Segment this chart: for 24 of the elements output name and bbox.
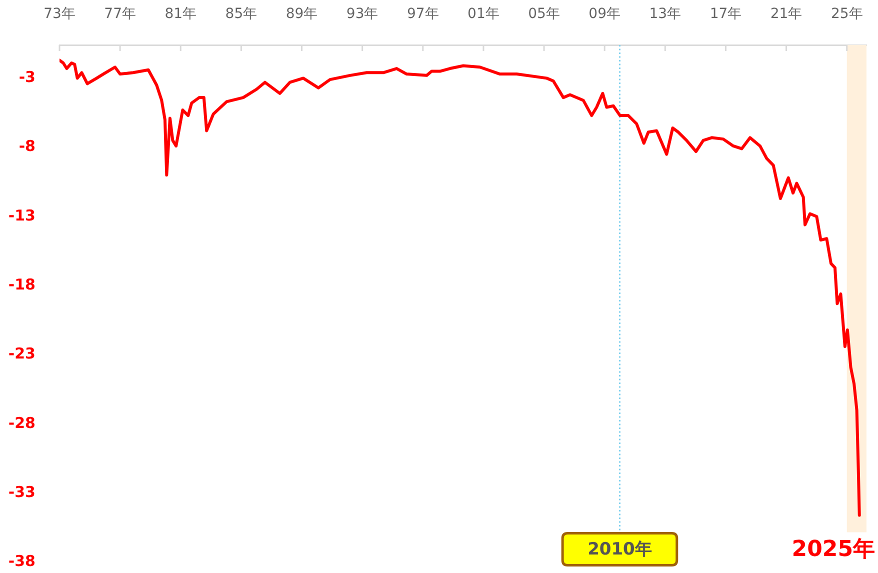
x-tick-label: 73年	[44, 6, 76, 22]
y-tick-label: -3	[18, 68, 36, 86]
x-tick-label: 89年	[286, 6, 318, 22]
x-tick-label: 01年	[468, 6, 500, 22]
x-tick-label: 25年	[830, 6, 863, 22]
x-tick-label: 93年	[346, 6, 378, 22]
x-tick-label: 05年	[528, 6, 560, 22]
y-tick-label: -8	[18, 137, 36, 156]
band-label: 2025年	[792, 537, 875, 562]
ref-line-label: 2010年	[588, 540, 652, 560]
y-tick-label: -33	[8, 483, 36, 502]
x-tick-label: 17年	[710, 6, 742, 22]
x-tick-label: 09年	[588, 6, 621, 22]
y-tick-label: -28	[8, 414, 36, 432]
y-tick-label: -13	[8, 206, 36, 224]
y-tick-label: -38	[8, 552, 36, 570]
x-tick-label: 21年	[770, 6, 802, 22]
x-tick-label: 81年	[164, 6, 197, 22]
y-tick-label: -23	[8, 344, 36, 363]
x-tick-label: 13年	[649, 6, 682, 22]
x-tick-label: 97年	[406, 6, 439, 22]
x-tick-label: 77年	[104, 6, 136, 22]
x-tick-label: 85年	[225, 6, 258, 22]
y-tick-label: -18	[8, 276, 36, 294]
